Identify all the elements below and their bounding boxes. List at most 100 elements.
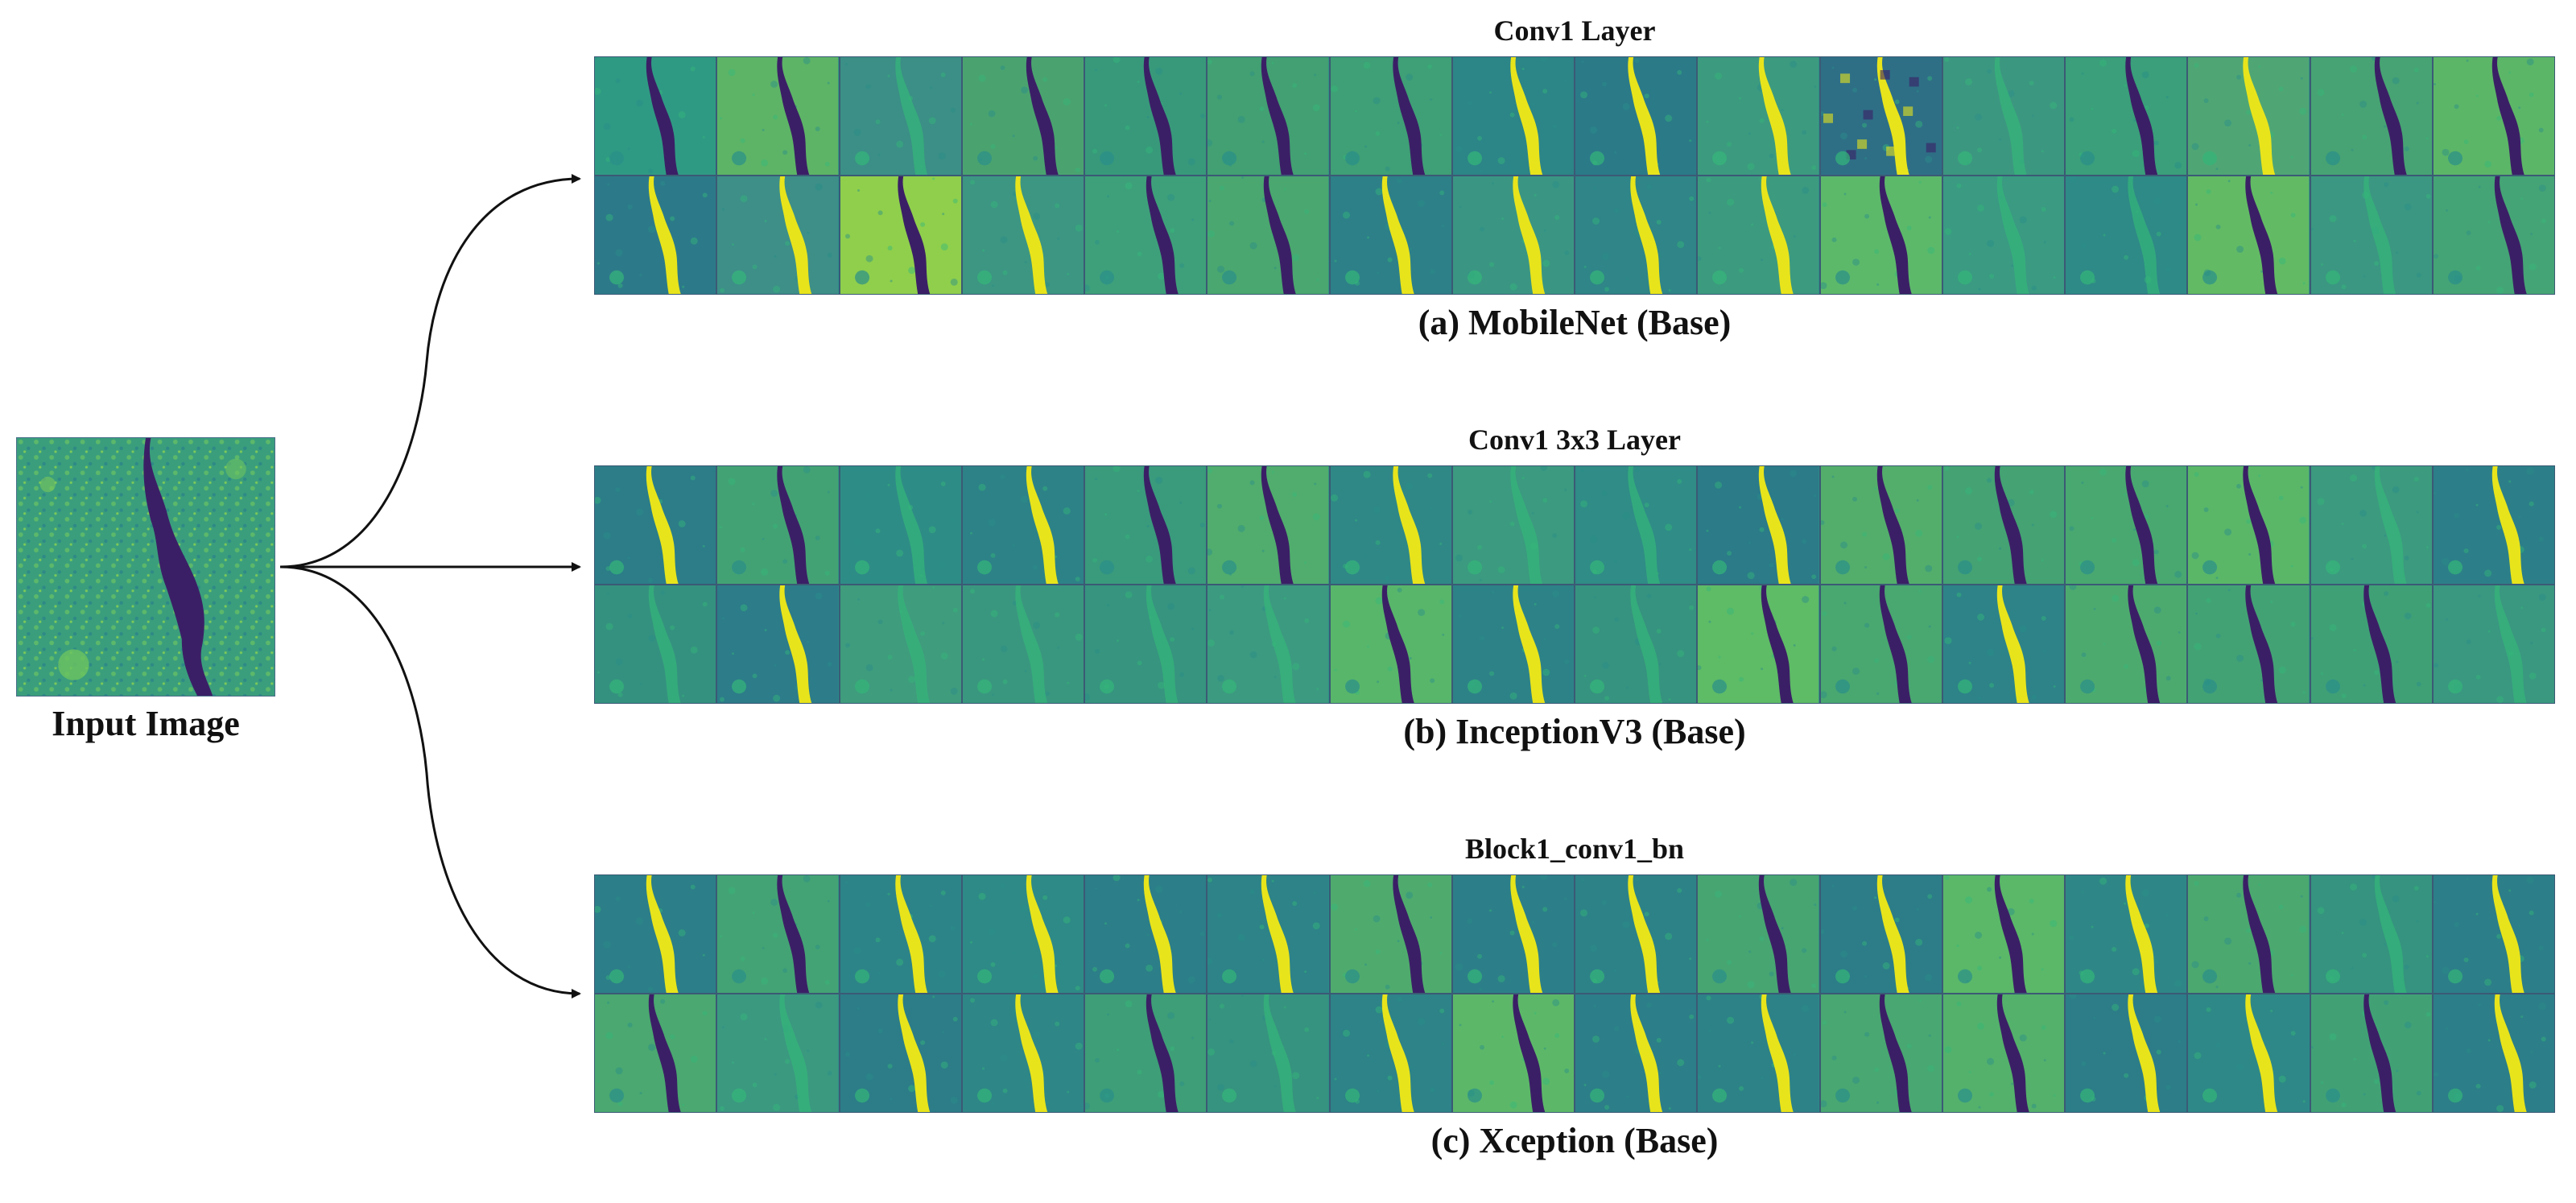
feature-map-tile [962, 57, 1084, 175]
feature-map-tile [717, 585, 839, 703]
feature-map-tile [1575, 176, 1697, 294]
feature-map-tile [717, 176, 839, 294]
feature-map-tile [595, 466, 716, 584]
feature-map-tile [717, 875, 839, 993]
arrow-to-mobilenet [279, 174, 581, 568]
feature-map-tile [1942, 875, 2064, 993]
feature-map-tile [1820, 57, 1942, 175]
feature-map-tile [962, 994, 1084, 1112]
feature-map-tile [595, 585, 716, 703]
feature-map-tile [2066, 466, 2187, 584]
feature-map-tile [962, 585, 1084, 703]
feature-map-tile [2066, 176, 2187, 294]
feature-map-tile [1942, 176, 2064, 294]
feature-map-tile [1330, 176, 1451, 294]
feature-map-tile [1942, 57, 2064, 175]
feature-map-tile [717, 57, 839, 175]
panel-inceptionv3: Conv1 3x3 Layer (b) InceptionV3 (Base) [594, 415, 2555, 762]
feature-map-tile [1085, 176, 1207, 294]
feature-map-tile [1942, 466, 2064, 584]
feature-map-tile [1085, 57, 1207, 175]
feature-map-tile [2066, 994, 2187, 1112]
feature-map-tile [2188, 875, 2310, 993]
feature-map-tile [962, 875, 1084, 993]
feature-map-tile [1452, 466, 1574, 584]
feature-map-tile [1698, 176, 1819, 294]
feature-map-tile [1820, 585, 1942, 703]
feature-map-tile [840, 994, 961, 1112]
feature-map-tile [2310, 994, 2432, 1112]
feature-map-tile [2433, 57, 2554, 175]
feature-map-tile [1330, 994, 1451, 1112]
panel-caption: (b) InceptionV3 (Base) [1403, 712, 1746, 751]
feature-map-grid [594, 56, 2555, 295]
feature-map-tile [1698, 57, 1819, 175]
panel-caption: (a) MobileNet (Base) [1418, 303, 1732, 342]
feature-map-tile [962, 176, 1084, 294]
feature-map-tile [1575, 875, 1697, 993]
feature-map-tile [1452, 875, 1574, 993]
feature-map-tile [717, 466, 839, 584]
feature-map-tile [1698, 994, 1819, 1112]
feature-map-tile [1085, 875, 1207, 993]
feature-map-tile [2188, 994, 2310, 1112]
feature-map-tile [1452, 176, 1574, 294]
feature-map-tile [840, 585, 961, 703]
feature-map-tile [1085, 994, 1207, 1112]
feature-map-tile [1575, 57, 1697, 175]
feature-map-tile [1208, 875, 1329, 993]
feature-map-tile [1452, 57, 1574, 175]
feature-map-tile [1330, 875, 1451, 993]
feature-map-tile [1820, 994, 1942, 1112]
feature-map-tile [1698, 585, 1819, 703]
feature-map-tile [1330, 57, 1451, 175]
feature-map-tile [1330, 466, 1451, 584]
panel-caption: (c) Xception (Base) [1430, 1121, 1719, 1160]
feature-map-tile [840, 176, 961, 294]
feature-map-tile [1575, 994, 1697, 1112]
layer-title: Block1_conv1_bn [1464, 833, 1685, 865]
feature-map-tile [840, 57, 961, 175]
feature-map-tile [2188, 585, 2310, 703]
feature-map-tile [1820, 875, 1942, 993]
feature-map-tile [2066, 875, 2187, 993]
panel-xception: Block1_conv1_bn (c) Xception (Base) [594, 825, 2555, 1171]
feature-map-tile [1698, 466, 1819, 584]
feature-map-tile [2310, 57, 2432, 175]
feature-map-tile [595, 994, 716, 1112]
feature-map-tile [1575, 585, 1697, 703]
feature-map-tile [595, 875, 716, 993]
arrow-to-xception [279, 565, 581, 998]
feature-map-tile [1452, 994, 1574, 1112]
feature-map-tile [2433, 585, 2554, 703]
feature-map-tile [2310, 176, 2432, 294]
feature-map-grid [594, 465, 2555, 704]
feature-map-tile [2310, 466, 2432, 584]
feature-map-tile [2188, 466, 2310, 584]
feature-map-tile [1208, 176, 1329, 294]
feature-map-tile [1698, 875, 1819, 993]
feature-map-tile [717, 994, 839, 1112]
feature-map-tile [2310, 585, 2432, 703]
feature-map-tile [1820, 176, 1942, 294]
feature-map-tile [2310, 875, 2432, 993]
feature-map-tile [1208, 466, 1329, 584]
feature-map-tile [2433, 176, 2554, 294]
input-image-graphic [17, 438, 275, 696]
layer-title: Conv1 3x3 Layer [1468, 424, 1681, 456]
feature-map-tile [2433, 466, 2554, 584]
feature-map-tile [2066, 57, 2187, 175]
feature-map-tile [1452, 585, 1574, 703]
feature-map-tile [840, 466, 961, 584]
feature-map-tile [1208, 57, 1329, 175]
feature-map-tile [1575, 466, 1697, 584]
feature-map-grid [594, 874, 2555, 1113]
feature-map-tile [840, 875, 961, 993]
feature-map-tile [2433, 875, 2554, 993]
panel-mobilenet: Conv1 Layer (a) MobileNet (Base) [594, 6, 2555, 353]
feature-map-tile [2188, 57, 2310, 175]
input-image [16, 437, 275, 697]
feature-map-tile [1942, 585, 2064, 703]
feature-map-tile [2188, 176, 2310, 294]
feature-map-tile [2066, 585, 2187, 703]
